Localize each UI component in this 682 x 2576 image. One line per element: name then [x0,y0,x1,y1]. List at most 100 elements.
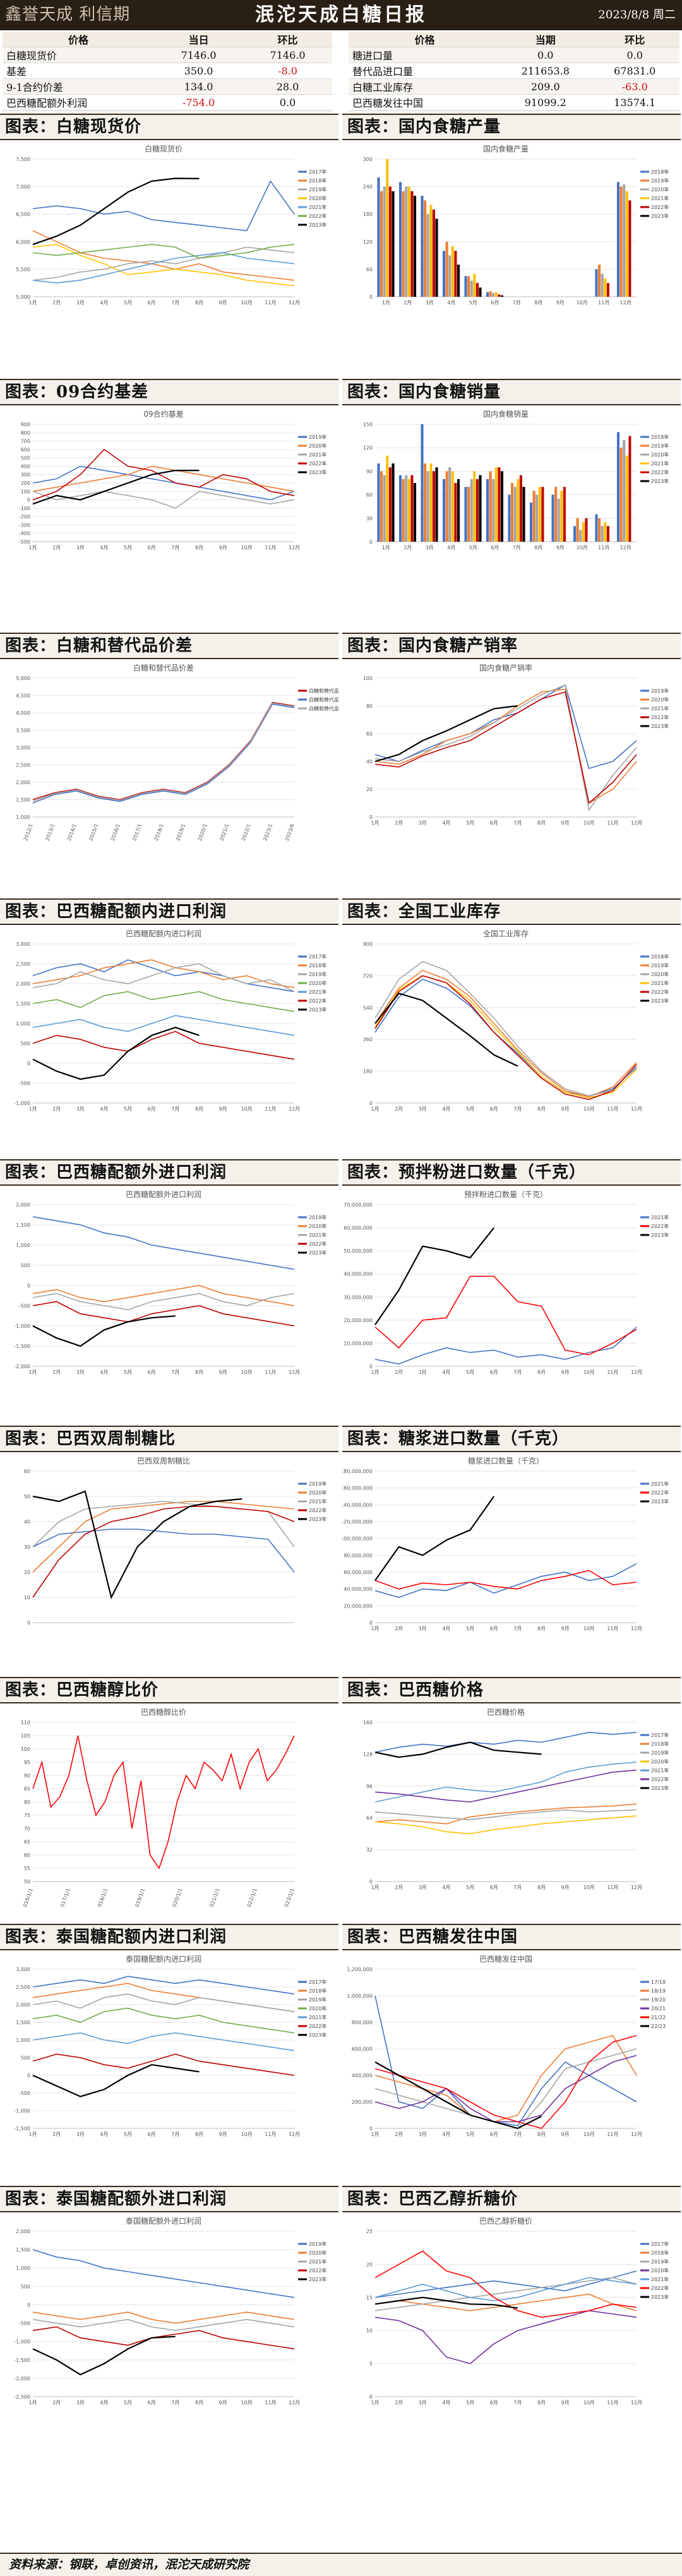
chart-c8l: 泰国糖配额内进口利润 -1,500 -1,000 -500 0 500 1,000 1,500… [0,1952,338,2154]
x-tick-label: 11月 [607,820,618,826]
x-tick-label: 2023/6 [284,823,296,842]
series-line [32,1976,295,1995]
x-tick-label: 9月 [219,545,227,551]
legend-label: 2020年 [651,451,669,458]
bar [454,251,457,297]
x-tick-label: 1月 [28,1369,37,1375]
legend-label: 2019年 [309,1214,326,1220]
cell-name: 巴西糖发往中国 [349,94,501,110]
x-tick-label: 9月 [561,820,570,826]
section-title: 图表：巴西糖配额内进口利润 [5,902,227,921]
y-tick-label: 95 [24,1760,30,1765]
bar [486,292,489,297]
x-tick-label: 9月 [556,545,565,551]
y-tick-label: 700 [21,439,30,444]
series-line [32,230,295,281]
bar [498,467,501,542]
x-tick-label: 3月 [419,1369,427,1375]
x-tick-label: 4月 [100,2400,108,2406]
legend-label: 2022年 [651,1489,669,1496]
x-tick-label: 11月 [607,1369,618,1375]
x-tick-label: 7月 [171,1106,179,1112]
y-tick-label: 0 [369,539,373,545]
bar [573,526,577,542]
bar [517,479,520,542]
header-bar: 鑫誉天成 利信期 泯沱天成白糖日报 2023/8/8 周二 [0,0,682,30]
y-tick-label: 100 [363,676,373,681]
x-tick-label: 10月 [583,2132,595,2137]
legend-label: 2022年 [309,998,326,1004]
column-header: 当期 [501,32,590,47]
bar [519,475,522,542]
section-header: 图表：预拌粉进口数量（千克） [342,1159,681,1186]
column-header: 环比 [590,32,679,47]
section-title: 图表：国内食糖销量 [347,383,501,402]
chart-c4l: 巴西糖配额内进口利润 -1,000 -500 0 500 1,000 1,500 2,000 2… [0,926,338,1128]
y-tick-label: 0 [369,814,373,820]
series-line [32,2032,295,2051]
x-tick-label: 9月 [219,2400,227,2406]
x-tick-label: 10月 [583,1626,595,1631]
x-tick-label: 5月 [469,545,477,551]
series-line [374,1496,495,1581]
x-tick-label: 10月 [583,1369,595,1375]
y-tick-label: 80 [24,1799,30,1805]
section-header: 图表：糖浆进口数量（千克） [342,1426,681,1452]
x-tick-label: 1月 [371,1885,379,1890]
x-tick-label: 2016/1 [110,823,121,842]
report-date: 2023/8/8 周二 [598,8,676,21]
x-tick-label: 2月 [395,820,403,826]
series-line [374,1995,637,2126]
series-line [374,705,518,763]
y-tick-label: 120 [363,445,373,451]
series-line [32,959,295,989]
series-line [32,1216,295,1270]
x-tick-label: 11月 [265,2400,276,2406]
legend-label: 2022年 [651,989,669,995]
x-tick-label: 2月 [395,1369,403,1375]
x-tick-label: 5月 [466,820,474,826]
legend-label: 21/22 [651,2015,666,2020]
y-tick-label: 300 [363,157,373,162]
x-tick-label: 8月 [537,2400,546,2406]
x-tick-label: 2021/1/1 [208,1888,221,1907]
x-tick-label: 6月 [148,2132,156,2137]
series-line [374,688,637,804]
chart-c2l: 09合约基差 -500 -400 -300 -200 -100 0 100 200 300 400 5… [0,407,338,567]
y-tick-label: 1,500 [16,1001,30,1007]
x-tick-label: 8月 [537,1626,546,1631]
x-tick-label: 2019/1/1 [133,1888,147,1907]
y-tick-label: 3,000 [16,745,30,751]
series-line [32,244,295,259]
bar [448,255,452,297]
x-tick-label: 1月 [371,2132,379,2137]
legend-label: 2023年 [651,1232,669,1238]
legend-label: 2022年 [651,714,669,720]
x-tick-label: 5月 [466,1106,474,1112]
x-tick-label: 1月 [371,1369,379,1375]
legend-label: 2021年 [651,1767,669,1774]
section-title: 图表：巴西双周制糖比 [5,1429,176,1448]
y-tick-label: 0 [27,1620,30,1626]
section-header: 图表：09合约基差 [0,379,338,405]
x-tick-label: 10月 [577,300,588,306]
series-line [374,1327,637,1365]
legend-label: 2018年 [309,177,326,184]
y-tick-label: 60,000,000 [344,1570,373,1575]
y-tick-label: 20,000,000 [344,1603,373,1609]
legend-label: 2020年 [309,1489,326,1496]
x-tick-label: 8月 [195,545,203,551]
cell-change: 28.0 [243,78,332,95]
y-tick-label: 60 [366,731,373,737]
x-tick-label: 2月 [52,1106,61,1112]
legend-label: 2017年 [309,953,326,960]
section-title: 图表：泰国糖配额外进口利润 [5,2190,227,2209]
bar [601,273,604,297]
y-tick-label: 40,000,000 [344,1587,373,1592]
y-tick-label: 900 [21,422,30,427]
x-tick-label: 11月 [607,1106,618,1112]
y-tick-label: -500 [19,1303,30,1309]
legend-label: 2019年 [309,434,326,440]
series-line [32,469,200,505]
table-row: 替代品进口量 211653.8 67831.0 [349,63,679,79]
